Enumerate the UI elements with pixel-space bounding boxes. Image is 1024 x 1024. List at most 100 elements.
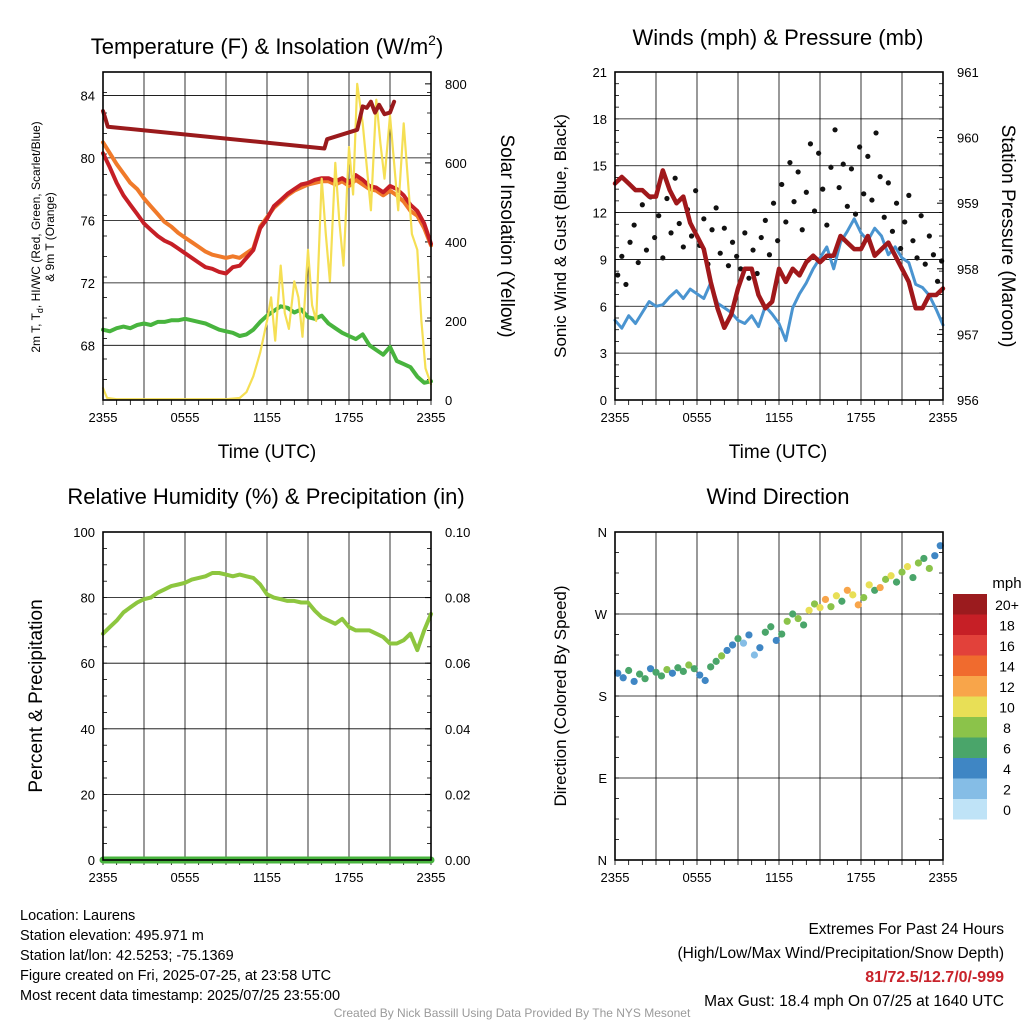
dir-dir-point bbox=[898, 568, 906, 576]
dir-dir-point bbox=[723, 646, 731, 655]
wind-chart: 0 3 6 9 12 15 18 21 2355 0555 1155 1755 2355 956 957 95… bbox=[593, 65, 979, 425]
dir-dir-point bbox=[707, 663, 715, 671]
wind-gust-point bbox=[701, 216, 707, 222]
speed-legend-swatch bbox=[953, 737, 987, 758]
dir-dir-point bbox=[903, 563, 912, 571]
speed-legend-label: 6 bbox=[1003, 741, 1011, 757]
wind-gust-point bbox=[811, 208, 818, 214]
wind-gust-point bbox=[910, 238, 916, 244]
speed-legend-swatch bbox=[953, 717, 987, 738]
temp-x-tick-label: 0555 bbox=[171, 410, 200, 425]
dir-dir-point bbox=[920, 554, 928, 563]
dir-dir-point bbox=[652, 668, 660, 676]
wind-x-tick-label: 0555 bbox=[683, 410, 712, 425]
dir-dir-point bbox=[668, 669, 677, 677]
wind-gust-point bbox=[639, 202, 645, 208]
dir-dir-point bbox=[887, 572, 895, 580]
wind-chart-xlabel: Time (UTC) bbox=[729, 442, 828, 463]
dir-dir-point bbox=[882, 575, 890, 583]
wind-chart-ylabel: Sonic Wind & Gust (Blue, Black) bbox=[551, 114, 570, 358]
temp-chart-title: Temperature (F) & Insolation (W/m2) bbox=[91, 32, 444, 59]
wind-gust-point bbox=[656, 213, 662, 219]
dir-x-tick-label: 2355 bbox=[929, 870, 958, 885]
wind-gust-point bbox=[926, 233, 932, 239]
wind-y2-tick-label: 961 bbox=[957, 65, 979, 80]
speed-legend-label: 12 bbox=[999, 679, 1015, 695]
speed-legend-label: 4 bbox=[1003, 761, 1011, 777]
wind-gust-point bbox=[725, 263, 732, 269]
wind-gust-point bbox=[623, 281, 629, 288]
temp-y2-tick-label: 400 bbox=[445, 235, 467, 250]
dir-dir-point bbox=[827, 603, 835, 611]
wind-y2-tick-label: 957 bbox=[957, 327, 979, 342]
wind-gust-point bbox=[709, 227, 715, 233]
temp-y-tick-label: 76 bbox=[81, 213, 95, 228]
wind-gust-point bbox=[889, 228, 896, 234]
dir-dir-point bbox=[860, 594, 868, 602]
temp-y2-tick-label: 200 bbox=[445, 314, 467, 329]
wind-gust-point bbox=[861, 191, 867, 197]
dir-dir-point bbox=[745, 631, 753, 639]
wind-gust-point bbox=[758, 234, 764, 241]
wind-gust-point bbox=[934, 278, 941, 284]
dir-dir-point bbox=[685, 661, 693, 669]
speed-legend-title: mph bbox=[992, 575, 1021, 592]
wind-wind-line bbox=[613, 217, 945, 343]
dir-dir-point bbox=[690, 665, 698, 673]
wind-gust-point bbox=[877, 174, 883, 180]
wind-gust-point bbox=[619, 253, 625, 259]
credit-line: Created By Nick Bassill Using Data Provi… bbox=[333, 1006, 691, 1020]
wind-chart-y2label: Station Pressure (Maroon) bbox=[997, 125, 1018, 348]
wind-gust-point bbox=[766, 252, 773, 258]
dir-dir-point bbox=[750, 651, 759, 659]
temp-y-tick-label: 68 bbox=[81, 338, 95, 353]
wind-gust-point bbox=[906, 192, 912, 198]
dir-dir-point bbox=[767, 623, 775, 631]
wind-gust-point bbox=[668, 230, 674, 236]
wind-gust-point bbox=[721, 225, 727, 231]
rh-x-tick-label: 1155 bbox=[253, 870, 281, 885]
wind-gust-point bbox=[918, 213, 924, 219]
temp-y2-tick-label: 800 bbox=[445, 77, 467, 92]
dir-dir-point bbox=[843, 586, 851, 594]
wind-y-tick-label: 6 bbox=[600, 299, 607, 314]
dir-dir-point bbox=[892, 578, 901, 586]
rh-y2-tick-label: 0.00 bbox=[445, 853, 470, 868]
rh-y2-tick-label: 0.10 bbox=[445, 525, 470, 540]
speed-legend-swatch bbox=[953, 778, 987, 799]
speed-legend-label: 16 bbox=[999, 638, 1015, 654]
dir-dir-point bbox=[925, 564, 933, 573]
wind-gust-point bbox=[844, 203, 850, 209]
wind-y-tick-label: 12 bbox=[593, 206, 607, 221]
temp-chart-ylabel-1: 2m T, Td, HI/WC (Red, Green, Scarlet/Blu… bbox=[29, 121, 45, 352]
wind-x-tick-label: 2355 bbox=[601, 410, 630, 425]
dir-dir-point bbox=[931, 552, 939, 560]
temp-y2-tick-label: 0 bbox=[445, 393, 452, 408]
station-latlon: Station lat/lon: 42.5253; -75.1369 bbox=[20, 948, 234, 964]
max-gust: Max Gust: 18.4 mph On 07/25 at 1640 UTC bbox=[704, 993, 1004, 1010]
station-elevation: Station elevation: 495.971 m bbox=[20, 928, 204, 944]
dir-dir-point bbox=[646, 665, 655, 673]
wind-y-tick-label: 9 bbox=[600, 252, 607, 267]
wind-gust-point bbox=[852, 211, 859, 217]
wind-gust-point bbox=[795, 169, 801, 175]
wind-pressure-line bbox=[612, 168, 946, 331]
wind-gust-point bbox=[783, 219, 789, 225]
dir-dir-point bbox=[778, 630, 786, 638]
speed-legend-label: 14 bbox=[999, 659, 1015, 675]
wind-gust-point bbox=[803, 189, 809, 195]
speed-legend-swatch bbox=[953, 655, 987, 676]
wind-gust-point bbox=[627, 239, 633, 245]
wind-gust-point bbox=[770, 200, 777, 206]
dir-dir-point bbox=[838, 597, 846, 605]
wind-y-tick-label: 3 bbox=[600, 346, 607, 361]
dir-chart: N E S W N 2355 0555 1155 1755 2355 bbox=[595, 525, 958, 885]
wind-gust-point bbox=[930, 252, 937, 258]
dir-dir-point bbox=[816, 604, 824, 612]
speed-legend-label: 0 bbox=[1003, 802, 1011, 818]
wind-y-tick-label: 18 bbox=[593, 112, 607, 127]
rh-y-tick-label: 60 bbox=[81, 656, 95, 671]
dir-dir-point bbox=[739, 639, 748, 647]
wind-y-tick-label: 21 bbox=[593, 65, 607, 80]
